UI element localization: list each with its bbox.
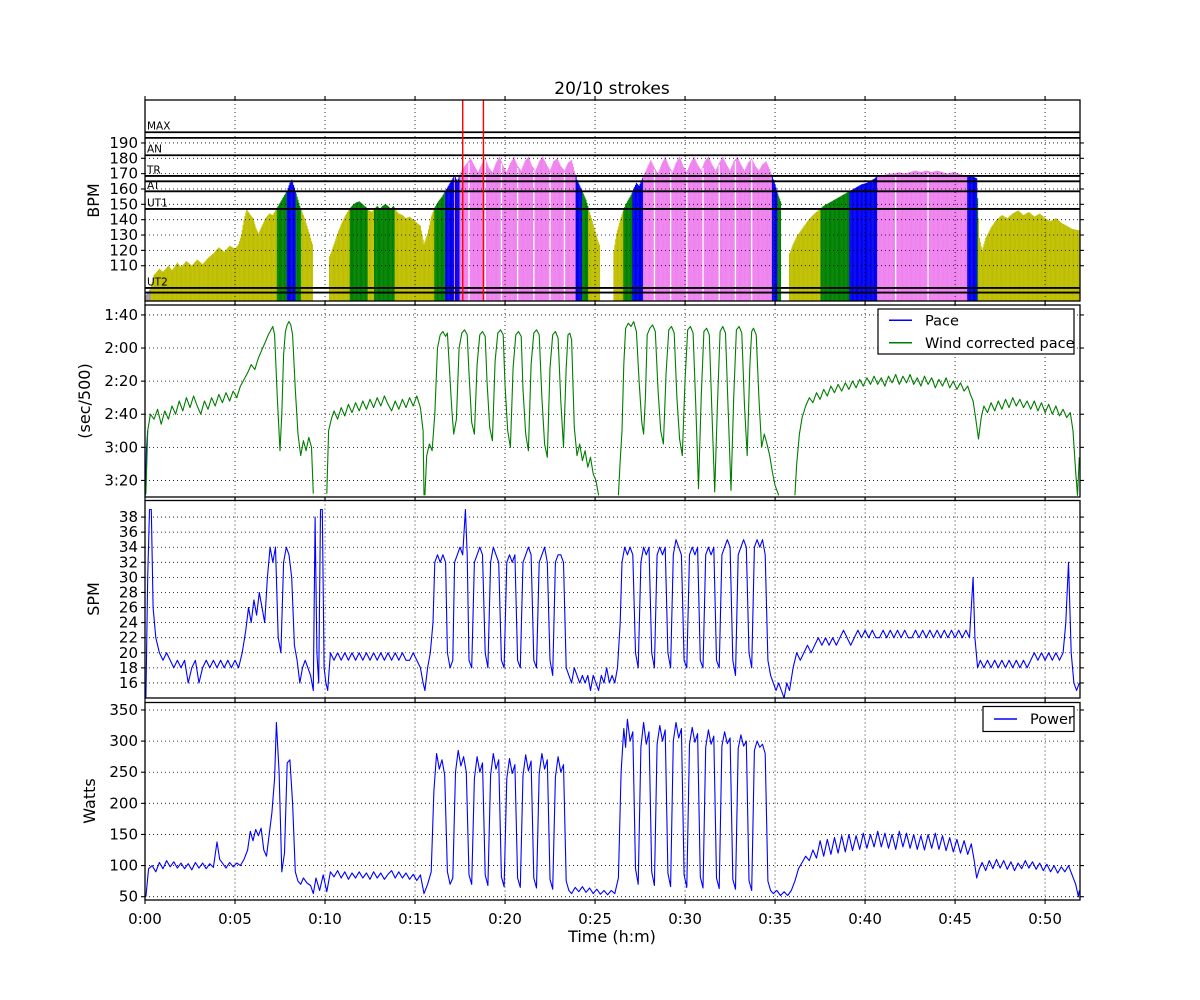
y-tick-label: 20 — [119, 644, 138, 662]
y-tick-label: 2:00 — [104, 339, 138, 357]
y-tick-label: 2:40 — [104, 405, 138, 423]
y-tick-label: 170 — [109, 165, 138, 183]
y-tick-label: 22 — [119, 629, 138, 647]
y-tick-label: 28 — [119, 583, 138, 601]
generated-plot-content: MAXANTRATUT1UT21101201301401501601701801… — [104, 96, 1084, 928]
y-tick-label: 100 — [109, 857, 138, 875]
x-tick-label: 0:15 — [398, 910, 432, 928]
x-tick-label: 0:50 — [1028, 910, 1062, 928]
legend: Pace Wind corrected pace — [877, 308, 1075, 355]
legend-box — [877, 308, 1075, 355]
y-axis-title-bpm: BPM — [84, 183, 103, 217]
y-tick-label: 120 — [109, 241, 138, 259]
y-tick-label: 3:20 — [104, 471, 138, 489]
legend: Power — [982, 705, 1075, 733]
zone-label: UT1 — [147, 197, 168, 209]
x-tick-label: 0:30 — [668, 910, 702, 928]
hr-zone-lines: MAX AN TR AT UT1 UT2 — [145, 121, 1080, 294]
y-tick-label: 150 — [109, 825, 138, 843]
y-tick-label: 160 — [109, 180, 138, 198]
chart-title: 20/10 strokes — [554, 79, 670, 99]
series-line — [326, 395, 425, 496]
x-tick-label: 0:40 — [848, 910, 882, 928]
y-tick-label: 140 — [109, 211, 138, 229]
y-tick-label: 2:20 — [104, 372, 138, 390]
legend-box — [982, 705, 1075, 733]
y-tick-label: 300 — [109, 732, 138, 750]
y-tick-label: 190 — [109, 134, 138, 152]
y-tick-label: 150 — [109, 195, 138, 213]
series-line — [145, 508, 1080, 698]
legend-entry-label: Power — [1030, 712, 1074, 728]
series-line — [794, 373, 1080, 496]
y-tick-label: 38 — [119, 508, 138, 526]
series-line — [617, 321, 780, 496]
y-tick-label: 24 — [119, 614, 138, 632]
series-line — [424, 329, 600, 496]
y-tick-label: 26 — [119, 599, 138, 617]
x-tick-label: 0:20 — [488, 910, 522, 928]
series-power — [145, 718, 1080, 898]
y-tick-label: 32 — [119, 553, 138, 571]
axes-frame — [144, 304, 1081, 498]
axes-frame — [144, 701, 1081, 901]
y-axis-title-watts: Watts — [80, 778, 99, 823]
y-tick-label: 34 — [119, 538, 138, 556]
subplot-heart-rate: MAX AN TR AT UT1 UT2 1101201301401501601701801… — [109, 96, 1084, 305]
series-line — [145, 321, 314, 494]
series-wind-corrected-pace — [145, 321, 1080, 496]
tick-marks — [141, 698, 1084, 904]
x-axis-title: Time (h:m) — [567, 927, 656, 946]
y-tick-label: 36 — [119, 523, 138, 541]
x-tick-label: 0:05 — [218, 910, 252, 928]
y-tick-label: 350 — [109, 701, 138, 719]
y-tick-label: 30 — [119, 568, 138, 586]
x-tick-label: 0:00 — [128, 910, 162, 928]
y-tick-label: 3:00 — [104, 438, 138, 456]
x-tick-label: 0:25 — [578, 910, 612, 928]
zone-label: AT — [147, 180, 160, 192]
hr-zone-fill — [144, 156, 1080, 301]
y-tick-label: 110 — [109, 257, 138, 275]
series-spm — [145, 508, 1080, 698]
y-tick-label: 50 — [119, 888, 138, 906]
y-tick-label: 18 — [119, 659, 138, 677]
axes-frame — [144, 99, 1081, 302]
subplot-power: 50 100 150 200 250 300 350 0:00 0:05 0:10 0:15 0:20… — [109, 698, 1084, 928]
legend-entry-label: Wind corrected pace — [925, 336, 1075, 352]
zone-label: MAX — [147, 121, 170, 133]
y-tick-label: 200 — [109, 794, 138, 812]
zone-label: AN — [147, 144, 162, 156]
y-tick-label: 250 — [109, 763, 138, 781]
x-tick-label: 0:35 — [758, 910, 792, 928]
y-axis-title-spm: SPM — [84, 582, 103, 616]
axes-frame — [144, 499, 1081, 699]
series-line — [145, 718, 1080, 898]
y-tick-label: 180 — [109, 149, 138, 167]
x-tick-label: 0:45 — [938, 910, 972, 928]
zone-label: TR — [146, 164, 161, 176]
y-tick-label: 130 — [109, 226, 138, 244]
y-axis-title-pace: (sec/500) — [75, 363, 94, 438]
legend-entry-label: Pace — [925, 313, 959, 329]
grid — [144, 100, 1080, 301]
x-tick-label: 0:10 — [308, 910, 342, 928]
y-tick-label: 1:40 — [104, 306, 138, 324]
y-tick-label: 16 — [119, 674, 138, 692]
zone-label: UT2 — [147, 276, 168, 288]
